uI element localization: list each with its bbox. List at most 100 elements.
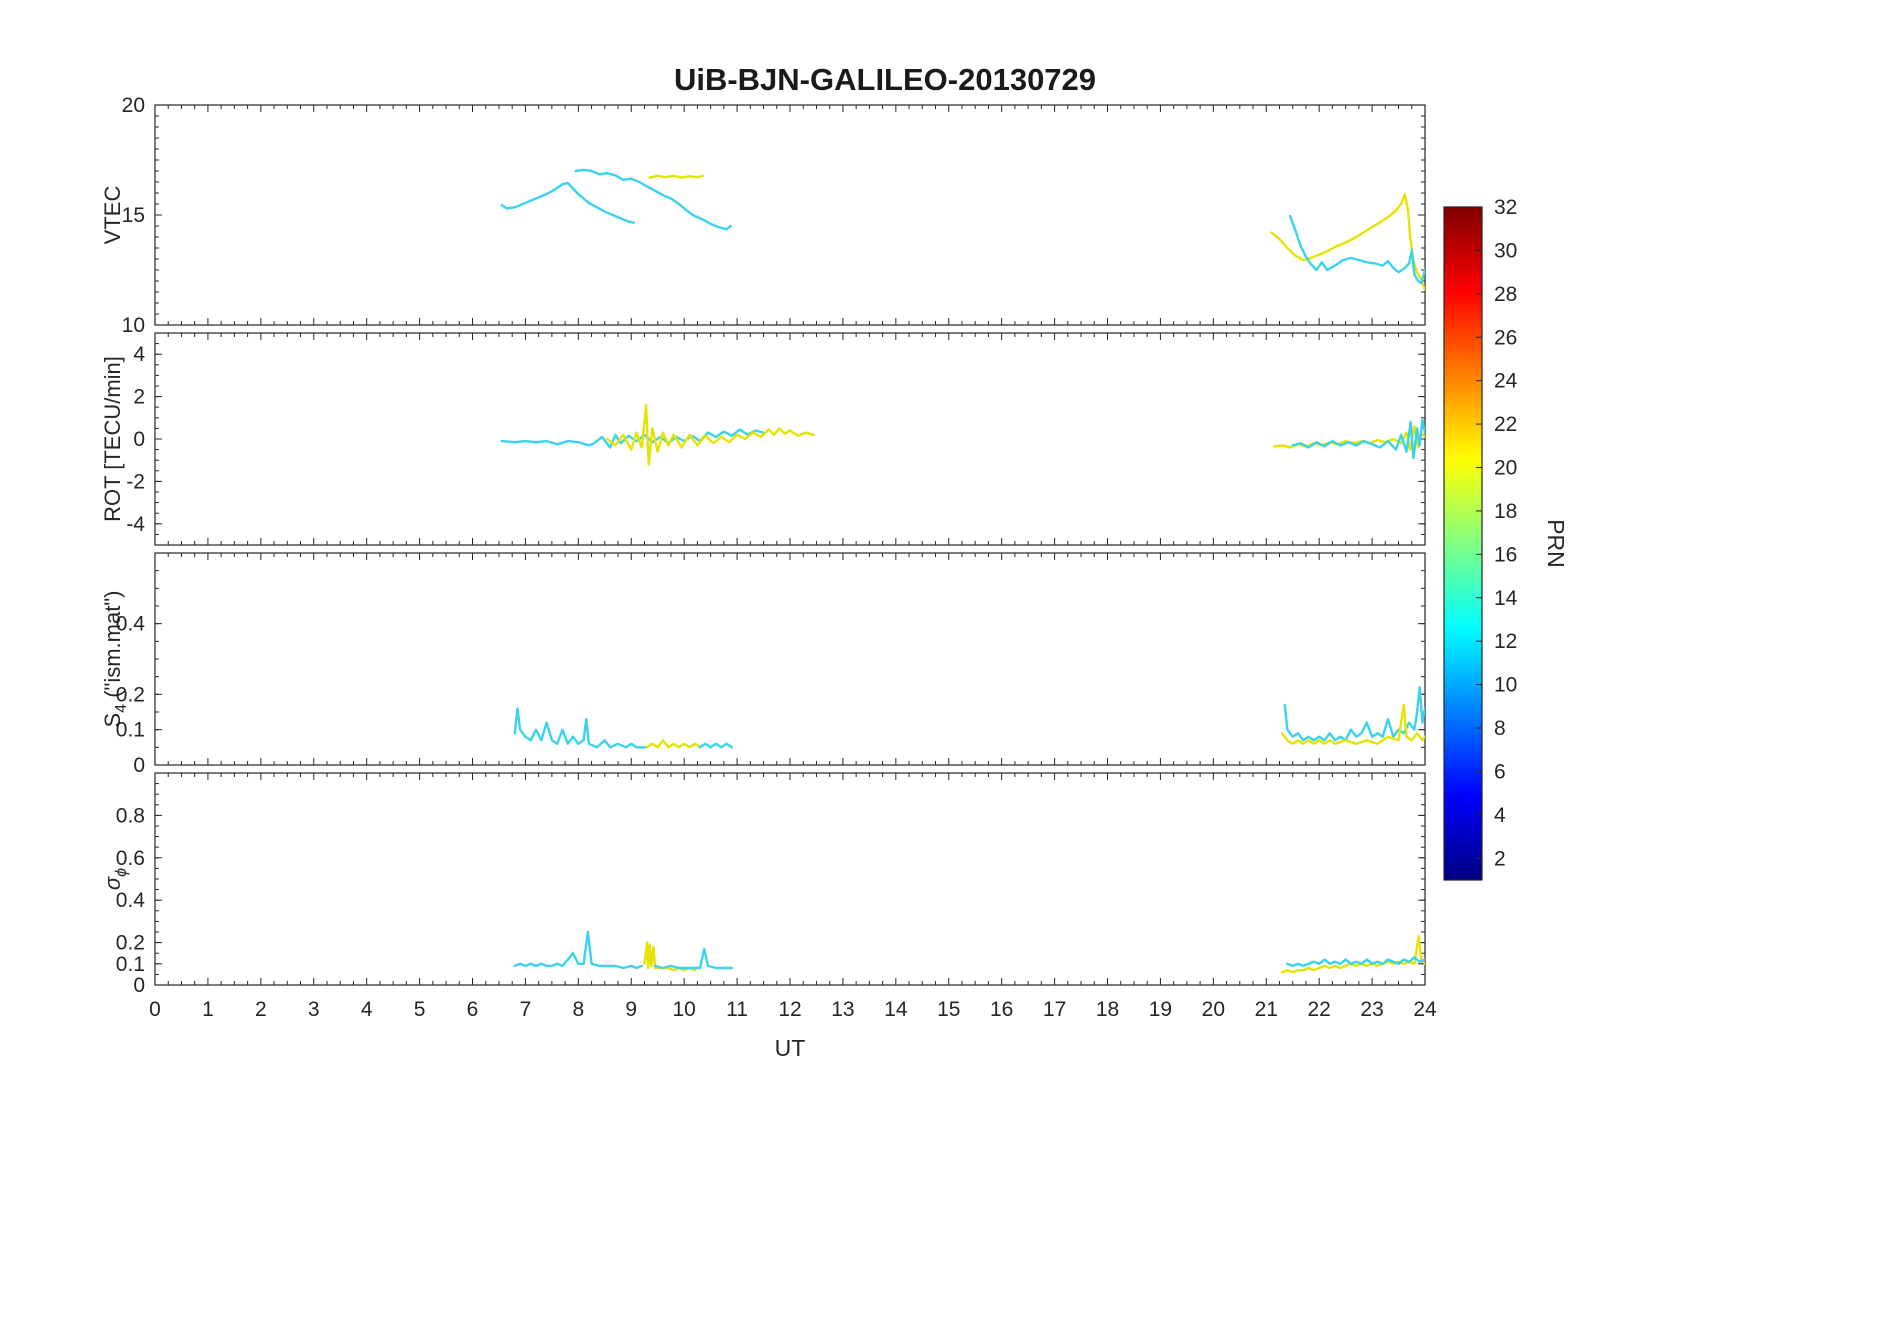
- xtick-label: 21: [1255, 998, 1278, 1021]
- ytick-label-vtec: 20: [122, 94, 145, 117]
- colorbar-tick-label: 16: [1494, 543, 1517, 566]
- ytick-label-vtec: 15: [122, 204, 145, 227]
- xtick-label: 18: [1096, 998, 1119, 1021]
- ytick-label-sigma-phi: 0.2: [116, 932, 145, 955]
- series-rot-yellow-1: [606, 403, 815, 466]
- ytick-label-sigma-phi: 0.6: [116, 847, 145, 870]
- ytick-label-rot: -4: [126, 513, 145, 536]
- xtick-label: 20: [1202, 998, 1225, 1021]
- series-s4-yellow-1: [645, 739, 702, 749]
- series-rot-cyan-1: [500, 428, 765, 449]
- colorbar-title: PRN: [1543, 519, 1569, 568]
- ytick-label-vtec: 10: [122, 314, 145, 337]
- xtick-label: 16: [990, 998, 1013, 1021]
- series-sigma-yellow-2: [1280, 935, 1425, 974]
- colorbar-tick-label: 8: [1494, 717, 1506, 740]
- series-s4-cyan-3: [1283, 686, 1425, 742]
- xtick-label: 8: [572, 998, 584, 1021]
- xtick-label: 22: [1307, 998, 1330, 1021]
- ytick-label-sigma-phi: 0.8: [116, 804, 145, 827]
- colorbar-tick-label: 22: [1494, 413, 1517, 436]
- series-vtec-cyan-3: [1288, 214, 1425, 285]
- xtick-label: 2: [255, 998, 267, 1021]
- xtick-label: 1: [202, 998, 214, 1021]
- ticks-s4: [154, 552, 1426, 766]
- xtick-label: 9: [625, 998, 637, 1021]
- ytick-label-rot: 2: [133, 386, 145, 409]
- ylabel-s4: S4 ("ism.mat"): [100, 591, 130, 728]
- xtick-label: 13: [831, 998, 854, 1021]
- subplot-vtec: 10 15 20 VTEC: [100, 94, 1426, 337]
- xtick-label: 12: [778, 998, 801, 1021]
- colorbar-tick-label: 20: [1494, 457, 1517, 480]
- colorbar-tick-label: 24: [1494, 370, 1518, 393]
- ytick-label-s4: 0.2: [116, 683, 145, 706]
- ytick-label-s4: 0: [133, 754, 145, 777]
- xtick-label: 14: [884, 998, 908, 1021]
- xtick-label: 24: [1413, 998, 1437, 1021]
- series-vtec-cyan-1: [500, 181, 636, 224]
- colorbar-tick-label: 28: [1494, 283, 1517, 306]
- series-s4-yellow-2: [1280, 703, 1425, 745]
- ytick-label-sigma-phi: 0.4: [116, 889, 146, 912]
- subplot-rot: -4 -2 0 2 4 ROT [TECU/min]: [100, 332, 1426, 546]
- xtick-label: 19: [1149, 998, 1172, 1021]
- ytick-label-rot: -2: [126, 470, 145, 493]
- colorbar-tick-label: 10: [1494, 674, 1517, 697]
- ylabel-rot: ROT [TECU/min]: [100, 356, 125, 522]
- series-vtec-cyan-2: [574, 168, 732, 231]
- ylabel-sigma-phi: σϕ: [100, 868, 130, 890]
- chart-title: UiB-BJN-GALILEO-20130729: [673, 62, 1097, 97]
- xtick-label: 15: [937, 998, 960, 1021]
- x-axis-labels: 0 1 2 3 4 5 6 7 8 9 10 11 12 13 14 15 16 17 18 19 20 21 22 23 24…: [149, 998, 1437, 1061]
- colorbar-tick-label: 14: [1494, 587, 1518, 610]
- ytick-label-s4: 0.1: [116, 719, 145, 742]
- ytick-label-s4: 0.4: [116, 613, 146, 636]
- xtick-label: 0: [149, 998, 161, 1021]
- ticks-vtec: [154, 104, 1426, 326]
- subplot-s4: 0 0.1 0.2 0.4S4 ("ism.mat"): [100, 552, 1426, 777]
- ylabel-vtec: VTEC: [100, 186, 125, 245]
- ytick-label-rot: 0: [133, 428, 145, 451]
- axes-box-sigma-phi: [154, 772, 1426, 986]
- colorbar-tick-label: 26: [1494, 326, 1517, 349]
- series-rot-cyan-2: [1291, 418, 1425, 460]
- xtick-label: 11: [726, 998, 748, 1021]
- colorbar-tick-label: 6: [1494, 760, 1506, 783]
- ytick-label-sigma-phi: 0.1: [116, 953, 145, 976]
- series-s4-cyan-2: [698, 742, 733, 749]
- colorbar-gradient: [1443, 206, 1483, 881]
- colorbar-tick-label: 2: [1494, 847, 1506, 870]
- axes-box-rot: [154, 332, 1426, 546]
- series-sigma-cyan-3: [1286, 956, 1425, 968]
- xtick-label: 6: [467, 998, 479, 1021]
- xtick-label: 5: [414, 998, 426, 1021]
- series-vtec-yellow-2: [1270, 192, 1425, 291]
- xtick-label: 7: [520, 998, 532, 1021]
- colorbar-tick-label: 4: [1494, 804, 1506, 827]
- colorbar-tick-label: 32: [1494, 196, 1517, 219]
- subplot-sigma-phi: 00.10.2 0.4 0.6 0.8 σϕ: [100, 772, 1426, 997]
- series-sigma-cyan-2: [653, 947, 733, 970]
- axes-box-vtec: [154, 104, 1426, 326]
- series-sigma-cyan-1: [513, 930, 643, 970]
- xtick-label: 23: [1360, 998, 1383, 1021]
- xtick-label: 4: [361, 998, 373, 1021]
- ticks-rot: [154, 332, 1426, 546]
- xtick-label: 3: [308, 998, 320, 1021]
- ytick-label-rot: 4: [133, 343, 145, 366]
- colorbar-tick-label: 30: [1494, 239, 1517, 262]
- xtick-label: 17: [1043, 998, 1066, 1021]
- series-vtec-yellow-1: [648, 174, 704, 179]
- xtick-label: 10: [672, 998, 695, 1021]
- series-sigma-yellow-1: [643, 941, 696, 972]
- colorbar-ticks: [1476, 206, 1482, 859]
- x-axis-title: UT: [775, 1035, 806, 1061]
- axes-box-s4: [154, 552, 1426, 766]
- ticks-sigma-phi: [154, 772, 1426, 986]
- colorbar-tick-label: 18: [1494, 500, 1517, 523]
- colorbar-tick-label: 12: [1494, 630, 1517, 653]
- series-s4-cyan-1: [513, 707, 649, 749]
